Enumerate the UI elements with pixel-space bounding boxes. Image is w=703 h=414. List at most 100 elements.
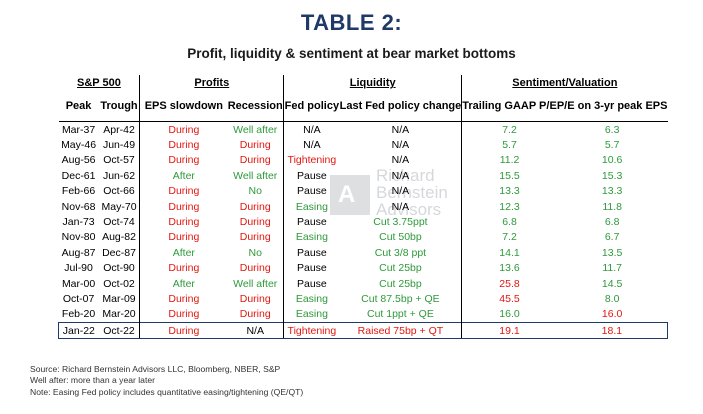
table-row: Aug-56 Oct-57 During During Tightening N/A 11.…: [59, 152, 668, 169]
peak-cell: Mar-00: [61, 277, 96, 290]
fed-change-cell: Cut 87.5bp + QE: [361, 292, 440, 305]
table-row: May-46 Jun-49 During During N/A N/A 5.7 5.7: [59, 137, 668, 153]
source-note: Source: Richard Bernstein Advisors LLC, …: [30, 364, 281, 374]
pe-3yr-cell: 11.7: [602, 262, 622, 275]
eps-cell: During: [139, 229, 228, 246]
peak-cell: Jan-73: [62, 216, 95, 229]
footnotes: Source: Richard Bernstein Advisors LLC, …: [30, 364, 303, 398]
fed-change-cell: Cut 3/8 ppt: [374, 246, 427, 259]
fed-policy-cell: Pause: [283, 275, 340, 292]
fed-policy-cell: Tightening: [283, 322, 340, 340]
recession-cell: No: [248, 185, 262, 198]
trough-cell: Oct-90: [103, 262, 135, 275]
trough-cell: Oct-02: [103, 277, 135, 290]
eps-cell: During: [139, 121, 228, 138]
well-after-note: Well after: more than a year later: [30, 375, 155, 386]
group-sentiment: Sentiment/Valuation: [461, 75, 668, 91]
trough-cell: Jun-62: [102, 169, 136, 182]
eps-cell: During: [139, 137, 228, 153]
eps-cell: During: [139, 183, 228, 199]
peak-cell: Jul-90: [64, 262, 93, 275]
col-fed-policy: Fed policy: [283, 91, 340, 122]
trough-cell: Mar-09: [102, 292, 136, 305]
table-row: Nov-68 May-70 During During Easing N/A 12.3 11.…: [59, 198, 668, 215]
fed-policy-cell: Easing: [283, 306, 340, 323]
trough-cell: Oct-57: [103, 154, 135, 167]
easing-note: Note: Easing Fed policy includes quantit…: [30, 386, 304, 397]
pe-3yr-cell: 10.6: [601, 154, 623, 167]
recession-cell: During: [239, 292, 271, 305]
recession-cell: During: [239, 154, 271, 167]
group-liquidity: Liquidity: [283, 75, 462, 91]
recession-cell: During: [239, 262, 271, 275]
pe-3yr-cell: 5.7: [604, 139, 620, 152]
table-subtitle: Profit, liquidity & sentiment at bear ma…: [187, 46, 516, 61]
fed-policy-cell: N/A: [283, 121, 340, 138]
peak-cell: Aug-56: [61, 154, 96, 167]
fed-change-cell: N/A: [391, 139, 410, 152]
fed-change-cell: N/A: [391, 123, 410, 136]
eps-cell: After: [139, 275, 228, 292]
trough-cell: Oct-66: [103, 185, 135, 198]
fed-change-cell: N/A: [391, 200, 410, 213]
fed-change-cell: N/A: [391, 185, 410, 198]
fed-policy-cell: Easing: [283, 229, 340, 246]
pe-3yr-cell: 6.8: [604, 216, 620, 229]
eps-cell: During: [139, 322, 228, 340]
table-row: Nov-80 Aug-82 During During Easing Cut 50bp 7.…: [59, 229, 668, 246]
pe-3yr-cell: 15.3: [601, 169, 623, 182]
eps-cell: During: [139, 198, 228, 215]
peak-cell: Aug-87: [61, 246, 96, 259]
trailing-pe-cell: 19.1: [461, 322, 557, 340]
group-sp500: S&P 500: [77, 77, 121, 89]
fed-policy-cell: Pause: [283, 245, 340, 261]
bear-market-table: S&P 500 Profits Liquidity Sentiment/Valu…: [57, 75, 668, 340]
col-eps-slowdown: EPS slowdown: [139, 91, 228, 122]
trough-cell: May-70: [101, 200, 137, 213]
trough-cell: Aug-82: [102, 231, 136, 244]
recession-cell: Well after: [233, 277, 278, 290]
eps-cell: During: [139, 152, 228, 169]
pe-3yr-cell: 13.3: [601, 185, 623, 198]
col-last-fed-change: Last Fed policy change: [339, 91, 462, 122]
pe-3yr-cell: 13.5: [601, 246, 623, 259]
peak-cell: Feb-66: [61, 185, 96, 198]
fed-policy-cell: Pause: [283, 260, 340, 276]
table-row: Aug-87 Dec-87 After No Pause Cut 3/8 ppt 14.1 1…: [59, 245, 668, 261]
table-row: Feb-66 Oct-66 During No Pause N/A 13.3 13.3: [59, 183, 668, 199]
recession-cell: During: [239, 308, 271, 321]
watermark-text: Richard Bernstein Advisors: [376, 166, 448, 219]
pe-3yr-cell: 11.8: [602, 200, 622, 213]
trailing-pe-cell: 13.3: [461, 183, 557, 199]
fed-policy-cell: Easing: [283, 198, 340, 215]
trough-cell: Oct-22: [98, 322, 140, 340]
trough-cell: Apr-42: [103, 123, 135, 136]
recession-cell: Well after: [233, 123, 278, 136]
fed-policy-cell: N/A: [283, 137, 340, 153]
peak-cell: Nov-80: [61, 231, 96, 244]
eps-cell: During: [139, 306, 228, 323]
fed-change-cell: Cut 50bp: [379, 231, 422, 244]
trailing-pe-cell: 13.6: [461, 260, 557, 276]
recession-cell: N/A: [227, 322, 284, 340]
group-profits: Profits: [139, 75, 284, 91]
eps-cell: After: [139, 245, 228, 261]
fed-change-cell: N/A: [391, 169, 410, 182]
table-title: TABLE 2:: [300, 10, 403, 35]
trailing-pe-cell: 7.2: [461, 121, 557, 138]
peak-cell: Nov-68: [61, 200, 96, 213]
peak-cell: May-46: [61, 139, 97, 152]
fed-change-cell: N/A: [391, 154, 410, 167]
table-row: Dec-61 Jun-62 After Well after Pause N/A 15.5 1…: [59, 168, 668, 184]
fed-policy-cell: Pause: [283, 214, 340, 230]
pe-3yr-cell: 14.5: [601, 277, 623, 290]
trailing-pe-cell: 45.5: [461, 291, 557, 307]
trailing-pe-cell: 16.0: [461, 306, 557, 323]
eps-cell: During: [139, 291, 228, 307]
table-row: Feb-20 Mar-20 During During Easing Cut 1ppt +…: [59, 306, 668, 323]
trough-cell: Mar-20: [102, 308, 136, 321]
fed-change-cell: Cut 1ppt + QE: [367, 308, 434, 321]
recession-cell: During: [239, 216, 271, 229]
recession-cell: During: [239, 231, 271, 244]
fed-policy-cell: Pause: [283, 183, 340, 199]
